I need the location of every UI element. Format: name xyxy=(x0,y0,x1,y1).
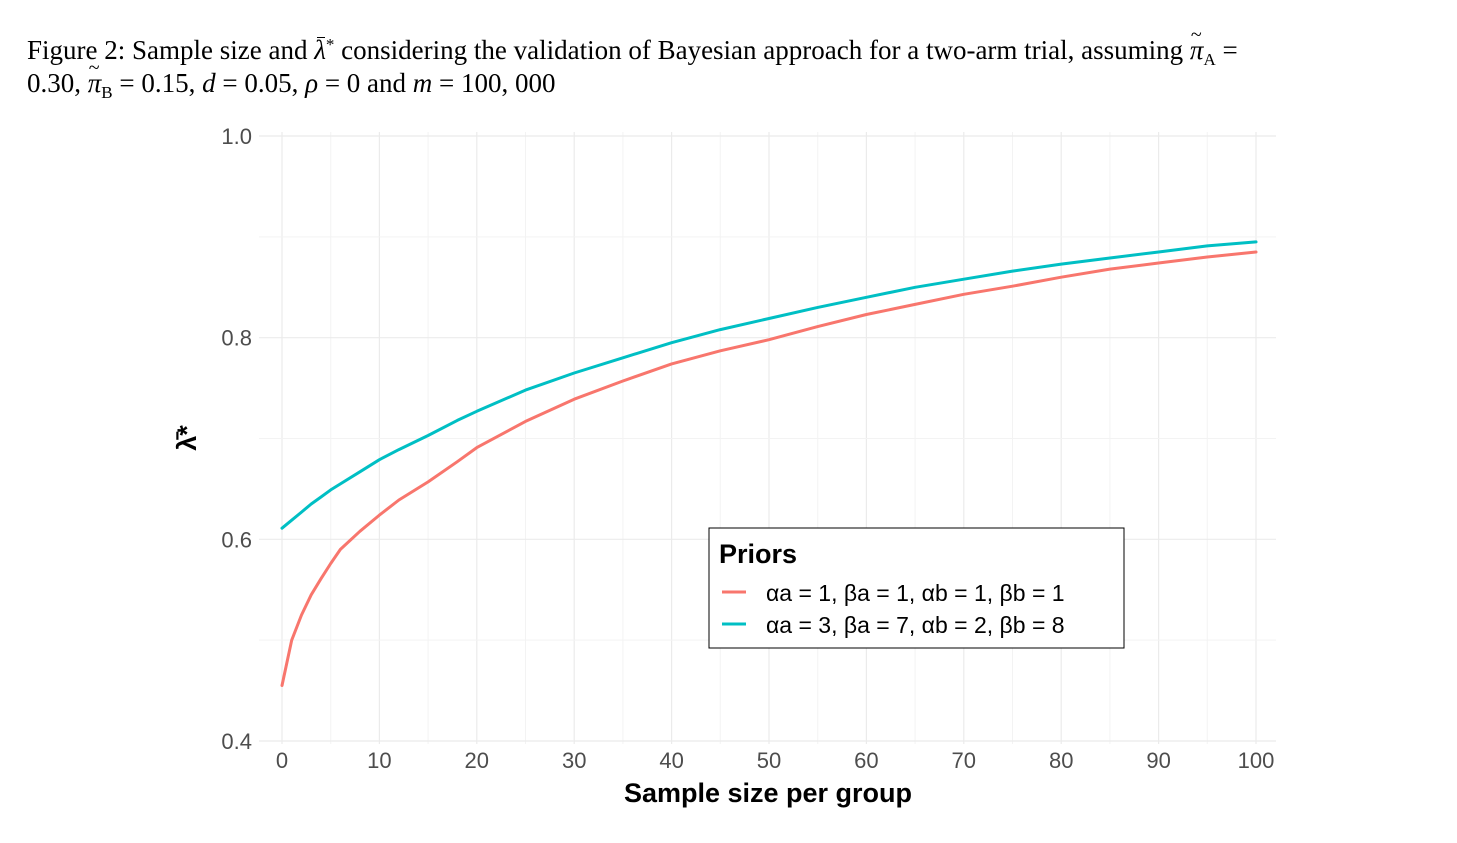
y-tick-label: 0.8 xyxy=(221,326,252,351)
rho-symbol: ρ xyxy=(305,68,319,98)
lambda-bar-symbol: λ xyxy=(314,35,326,65)
legend-box xyxy=(708,527,1125,649)
y-axis-title: λ̄* xyxy=(172,425,202,451)
caption-eq-a: = xyxy=(1215,35,1238,65)
pi-a-subscript: A xyxy=(1203,50,1216,69)
x-axis-ticks: 0 10 20 30 40 50 60 70 80 90 100 xyxy=(276,748,1274,773)
pi-b-symbol: π xyxy=(88,52,102,100)
series-line-1 xyxy=(280,250,1258,687)
legend-title: Priors xyxy=(719,539,797,569)
caption-val-a: 0.30, xyxy=(27,68,88,98)
y-tick-label: 0.4 xyxy=(221,729,252,754)
x-tick-label: 20 xyxy=(465,748,489,773)
caption-eq-m: = 100, 000 xyxy=(432,68,556,98)
x-tick-label: 0 xyxy=(276,748,288,773)
series-line-2 xyxy=(280,240,1258,530)
y-tick-label: 1.0 xyxy=(221,124,252,149)
x-tick-label: 80 xyxy=(1049,748,1073,773)
y-axis-ticks: 0.4 0.6 0.8 1.0 xyxy=(221,124,252,754)
caption-line-2: 0.30, πB = 0.15, d = 0.05, ρ = 0 and m =… xyxy=(27,52,1437,102)
legend-label-series-2: αa = 3, βa = 7, αb = 2, βb = 8 xyxy=(766,612,1065,638)
m-symbol: m xyxy=(412,68,433,98)
caption-eq-b: = 0.15, xyxy=(112,68,203,98)
x-tick-label: 10 xyxy=(367,748,391,773)
grid-lines xyxy=(259,132,1276,744)
x-tick-label: 100 xyxy=(1238,748,1275,773)
x-tick-label: 90 xyxy=(1146,748,1170,773)
pi-b-subscript: B xyxy=(101,83,113,102)
x-tick-label: 50 xyxy=(757,748,781,773)
caption-eq-d: = 0.05, xyxy=(215,68,306,98)
y-tick-label: 0.6 xyxy=(221,527,252,552)
caption-line-1: Figure 2: Sample size and λ* considering… xyxy=(27,19,1437,69)
d-symbol: d xyxy=(202,68,216,98)
x-tick-label: 30 xyxy=(562,748,586,773)
x-tick-label: 40 xyxy=(659,748,683,773)
caption-text-b: considering the validation of Bayesian a… xyxy=(334,35,1190,65)
caption-eq-rho: = 0 and xyxy=(318,68,413,98)
caption-text: Figure 2: Sample size and xyxy=(27,35,315,65)
x-axis-title: Sample size per group xyxy=(624,778,912,808)
legend: Priors αa = 1, βa = 1, αb = 1, βb = 1 αa… xyxy=(708,527,1125,649)
caption-star: * xyxy=(325,35,335,54)
series-lines xyxy=(280,240,1258,687)
x-tick-label: 70 xyxy=(952,748,976,773)
legend-label-series-1: αa = 1, βa = 1, αb = 1, βb = 1 xyxy=(766,580,1065,606)
figure-caption: Figure 2: Sample size and λ* considering… xyxy=(27,19,1437,102)
x-tick-label: 60 xyxy=(854,748,878,773)
pi-a-symbol: π xyxy=(1190,19,1204,67)
